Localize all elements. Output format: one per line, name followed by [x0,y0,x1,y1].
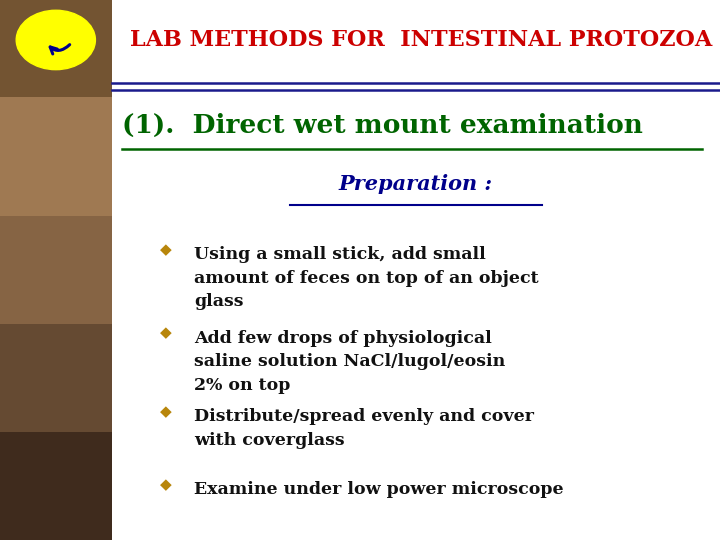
FancyBboxPatch shape [112,93,720,540]
FancyBboxPatch shape [0,0,112,97]
Text: Examine under low power microscope: Examine under low power microscope [194,481,564,498]
Text: ◆: ◆ [160,242,171,257]
Text: ◆: ◆ [160,404,171,419]
FancyBboxPatch shape [0,97,112,216]
FancyBboxPatch shape [0,324,112,432]
Text: LAB METHODS FOR  INTESTINAL PROTOZOA: LAB METHODS FOR INTESTINAL PROTOZOA [130,29,712,51]
Text: Preparation :: Preparation : [338,174,493,194]
Circle shape [16,10,95,70]
FancyBboxPatch shape [0,0,112,540]
FancyBboxPatch shape [112,0,720,80]
Text: Using a small stick, add small
amount of feces on top of an object
glass: Using a small stick, add small amount of… [194,246,539,310]
Text: ◆: ◆ [160,326,171,341]
Text: Distribute/spread evenly and cover
with coverglass: Distribute/spread evenly and cover with … [194,408,534,449]
Text: (1).  Direct wet mount examination: (1). Direct wet mount examination [122,113,643,138]
FancyBboxPatch shape [0,216,112,324]
FancyBboxPatch shape [0,432,112,540]
Text: ◆: ◆ [160,477,171,492]
Text: Add few drops of physiological
saline solution NaCl/lugol/eosin
2% on top: Add few drops of physiological saline so… [194,330,505,394]
